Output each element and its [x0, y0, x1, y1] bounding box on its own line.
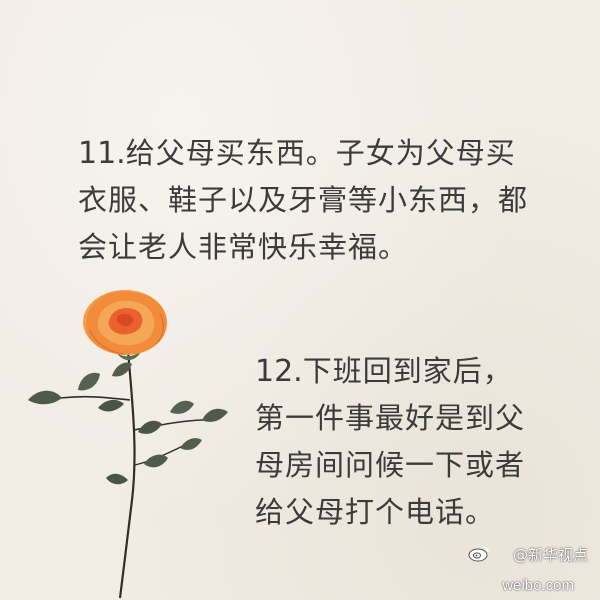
leaf-left-2 — [78, 372, 100, 391]
rose-stem — [118, 349, 136, 599]
leaf-right-3 — [138, 420, 162, 434]
leaf-right-5 — [144, 454, 168, 468]
tip-12-number: 12. — [255, 354, 303, 389]
tip-12-line-3: 母房间问候一下或者 — [255, 448, 526, 482]
leaf-low-1 — [106, 473, 128, 485]
tip-11-number: 11. — [78, 136, 126, 171]
tip-11-paragraph: 11.给父母买东西。子女为父母买 衣服、鞋子以及牙膏等小东西，都 会让老人非常快… — [78, 130, 548, 271]
leaf-right-2 — [170, 400, 194, 414]
tip-11-line-1: 11.给父母买东西。子女为父母买 — [78, 130, 548, 177]
tip-11-line-3: 会让老人非常快乐幸福。 — [78, 230, 409, 264]
tip-11-text-1: 给父母买东西。子女为父母买 — [125, 136, 516, 170]
weibo-watermark: @新华视点 weibo.com — [442, 544, 592, 594]
tip-12-text-1: 下班回到家后， — [302, 354, 513, 388]
leaf-mid-1 — [112, 362, 132, 377]
rose-flower-head — [83, 290, 167, 355]
leaf-right-4 — [180, 438, 202, 450]
watermark-account: @新华视点 — [512, 546, 588, 564]
tip-11-line-2: 衣服、鞋子以及牙膏等小东西，都 — [78, 183, 529, 217]
rose-illustration — [28, 290, 228, 599]
leaf-left-1 — [28, 390, 62, 405]
tip-12-line-2: 第一件事最好是到父 — [255, 401, 526, 435]
rose-branch-left — [59, 395, 131, 401]
tip-12-line-4: 给父母打个电话。 — [255, 495, 496, 529]
rose-sepal — [116, 350, 142, 361]
tip-12-paragraph: 12.下班回到家后， 第一件事最好是到父 母房间问候一下或者 给父母打个电话。 — [255, 348, 555, 536]
leaf-right-1 — [202, 408, 228, 422]
tip-12-line-1: 12.下班回到家后， — [255, 348, 555, 395]
watermark-site: weibo.com — [502, 577, 574, 594]
weibo-logo-icon — [468, 546, 489, 562]
leaf-left-3 — [98, 399, 124, 412]
